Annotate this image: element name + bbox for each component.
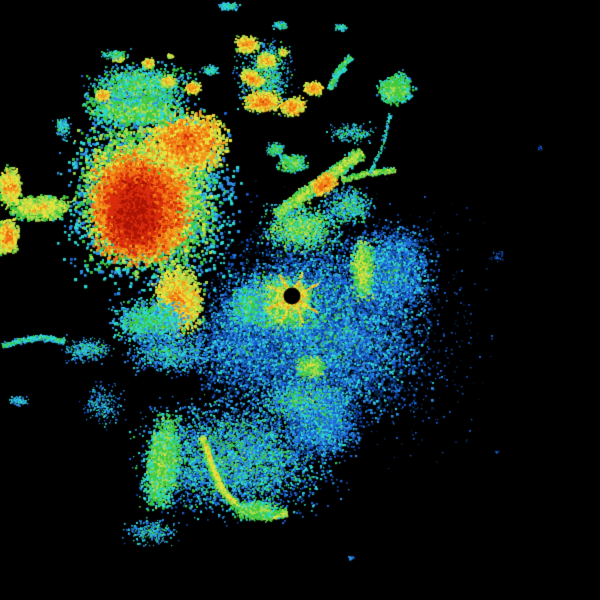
weather-radar-display: [0, 0, 600, 600]
radar-reflectivity-canvas: [0, 0, 600, 600]
